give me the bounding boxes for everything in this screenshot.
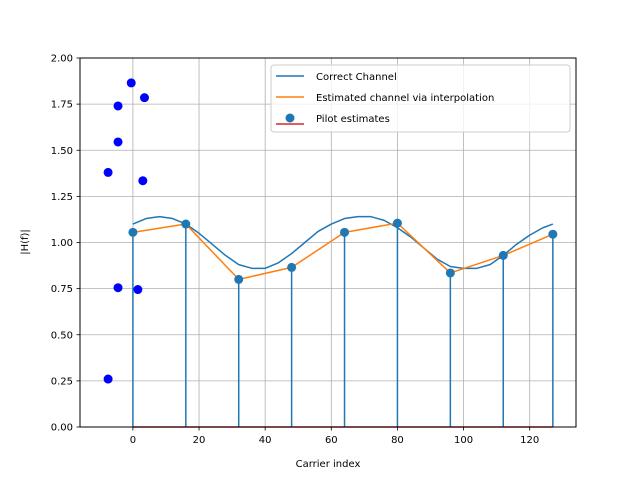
y-tick-label: 2.00 [51,54,73,65]
correct-channel-line [132,215,554,270]
pilot-marker [128,227,138,237]
x-tick-label: 0 [130,435,136,446]
pilot-marker [181,219,191,229]
x-tick-label: 100 [454,435,473,446]
blue-scatter-point [126,78,136,88]
legend: Correct Channel Estimated channel via in… [270,64,571,133]
y-tick-label: 0.75 [51,284,73,295]
blue-scatter-point [113,283,123,293]
pilot-marker [234,274,244,284]
blue-scatter-point [103,167,113,177]
x-tick-label: 80 [391,435,404,446]
blue-scatter-point [113,137,123,147]
legend-label-correct-channel: Correct Channel [316,72,397,83]
pilot-marker [340,227,350,237]
y-tick-label: 1.25 [51,192,73,203]
y-tick-label: 0.25 [51,376,73,387]
blue-scatter-point [133,285,143,295]
y-tick-label: 1.75 [51,100,73,111]
pilot-marker [287,262,297,272]
blue-scatter-point [103,374,113,384]
blue-scatter-point [139,93,149,103]
pilot-marker [498,250,508,260]
x-tick-label: 40 [259,435,272,446]
pilot-marker [548,229,558,239]
legend-frame [270,64,571,133]
y-tick-label: 0.50 [51,330,73,341]
tick-layer: 0 20 40 60 80 100 120 0.00 0.25 0.50 0.75 1.00 1.25 1… [51,54,540,447]
y-axis-label: |H(f)| [20,229,31,255]
legend-label-estimated-channel: Estimated channel via interpolation [316,93,494,104]
x-tick-label: 120 [520,435,539,446]
x-axis-label: Carrier index [296,459,361,470]
y-tick-label: 0.00 [51,423,73,434]
legend-label-pilot-estimates: Pilot estimates [316,114,390,125]
pilot-marker [445,268,455,278]
pilot-marker [392,218,402,228]
y-tick-label: 1.50 [51,146,73,157]
legend-swatch-pilot-marker [285,113,295,123]
x-tick-label: 20 [193,435,206,446]
x-tick-label: 60 [325,435,338,446]
blue-scatter-point [138,176,148,186]
y-tick-label: 1.00 [51,238,73,249]
blue-scatter-point [113,101,123,111]
